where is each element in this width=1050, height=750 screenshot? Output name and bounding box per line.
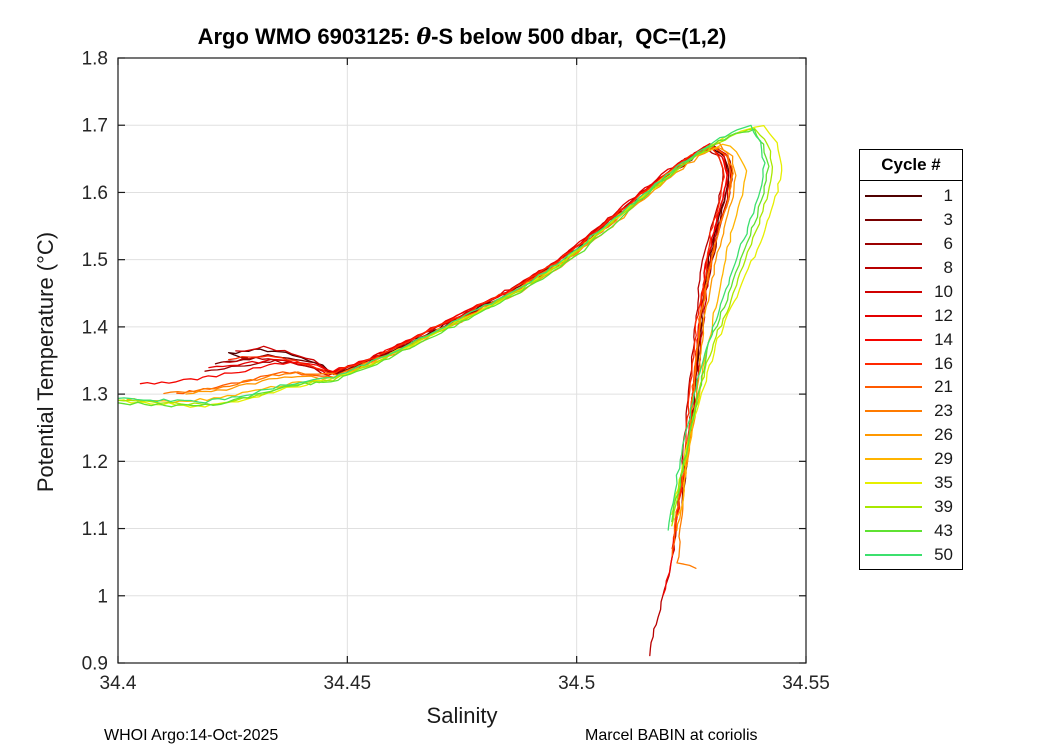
y-tick-label: 1.4 [82, 317, 109, 338]
x-tick-label: 34.45 [324, 673, 372, 694]
x-tick-label: 34.4 [100, 673, 137, 694]
legend-label: 21 [934, 377, 953, 397]
legend-line-swatch [865, 554, 922, 557]
series-line-23 [163, 142, 734, 569]
legend-line-swatch [865, 314, 922, 317]
legend-row: 21 [860, 376, 962, 400]
legend-label: 3 [943, 209, 953, 229]
legend-line-swatch [865, 290, 922, 293]
legend-line-swatch [865, 242, 922, 245]
legend-line-swatch [865, 386, 922, 389]
series-line-14 [139, 143, 729, 596]
title-suffix: -S below 500 dbar, QC=(1,2) [431, 24, 727, 49]
legend-line-swatch [865, 434, 922, 437]
legend-row: 8 [860, 256, 962, 280]
y-tick-label: 1.7 [82, 116, 108, 137]
y-tick-label: 1.8 [82, 49, 108, 70]
x-axis-label: Salinity [426, 703, 498, 728]
legend-label: 16 [934, 353, 953, 373]
legend-line-swatch [865, 506, 922, 509]
legend-rows: 1 3 6 8 10 12 14 16 21 23 26 29 35 39 43 50 [860, 181, 962, 569]
series-line-16 [228, 146, 725, 539]
y-tick-label: 1.6 [82, 183, 108, 204]
legend-label: 10 [934, 281, 953, 301]
legend-row: 39 [860, 495, 962, 519]
y-tick-label: 1 [97, 586, 108, 607]
gridlines [118, 58, 806, 663]
legend-line-swatch [865, 362, 922, 365]
legend-row: 29 [860, 447, 962, 471]
legend: Cycle # 1 3 6 8 10 12 14 16 21 23 26 29 35 39 43 50 [859, 149, 963, 570]
legend-label: 39 [934, 497, 953, 517]
legend-row: 10 [860, 280, 962, 304]
legend-line-swatch [865, 410, 922, 413]
legend-label: 14 [934, 329, 953, 349]
legend-row: 23 [860, 399, 962, 423]
legend-row: 1 [860, 184, 962, 208]
footer-credit-right: Marcel BABIN at coriolis [585, 727, 758, 744]
y-tick-label: 1.3 [82, 385, 108, 406]
legend-label: 8 [943, 257, 953, 277]
legend-label: 29 [934, 449, 953, 469]
legend-line-swatch [865, 266, 922, 269]
series-line-50 [118, 124, 766, 531]
legend-label: 35 [934, 473, 953, 493]
y-tick-label: 0.9 [82, 654, 108, 675]
legend-label: 50 [934, 545, 953, 565]
series-line-8 [222, 146, 724, 657]
legend-line-swatch [865, 530, 922, 533]
title-prefix: Argo WMO 6903125: [197, 24, 417, 49]
legend-label: 6 [943, 233, 953, 253]
x-tick-label: 34.5 [558, 673, 595, 694]
legend-label: 1 [943, 185, 953, 205]
y-tick-label: 1.2 [82, 452, 108, 473]
legend-row: 14 [860, 328, 962, 352]
series-line-12 [208, 144, 728, 550]
legend-row: 6 [860, 232, 962, 256]
series-line-21 [176, 146, 733, 556]
series-line-10 [235, 145, 732, 442]
legend-line-swatch [865, 458, 922, 461]
footer-credit-left: WHOI Argo:14-Oct-2025 [104, 727, 279, 744]
legend-row: 26 [860, 423, 962, 447]
legend-title: Cycle # [860, 150, 962, 181]
legend-row: 3 [860, 208, 962, 232]
legend-label: 26 [934, 425, 953, 445]
legend-row: 50 [860, 543, 962, 567]
tick-labels: 34.4 34.45 34.5 34.55 0.9 1 1.1 1.2 1.3 1.4 1.5 1.6… [82, 49, 830, 695]
series-line-1 [227, 146, 730, 494]
series-lines [118, 124, 783, 657]
legend-line-swatch [865, 218, 922, 221]
series-line-26 [185, 147, 737, 532]
legend-line-swatch [865, 482, 922, 485]
legend-row: 16 [860, 352, 962, 376]
legend-row: 12 [860, 304, 962, 328]
y-tick-label: 1.1 [82, 519, 108, 540]
legend-line-swatch [865, 338, 922, 341]
y-tick-label: 1.5 [82, 250, 108, 271]
legend-row: 35 [860, 471, 962, 495]
theta-symbol: θ [416, 24, 432, 50]
legend-line-swatch [865, 194, 922, 197]
axes-box [117, 57, 807, 664]
legend-row: 43 [860, 519, 962, 543]
x-tick-label: 34.55 [782, 673, 830, 694]
chart-title: Argo WMO 6903125: θ-S below 500 dbar, QC… [118, 24, 806, 50]
legend-label: 23 [934, 401, 953, 421]
legend-label: 43 [934, 521, 953, 541]
legend-label: 12 [934, 305, 953, 325]
